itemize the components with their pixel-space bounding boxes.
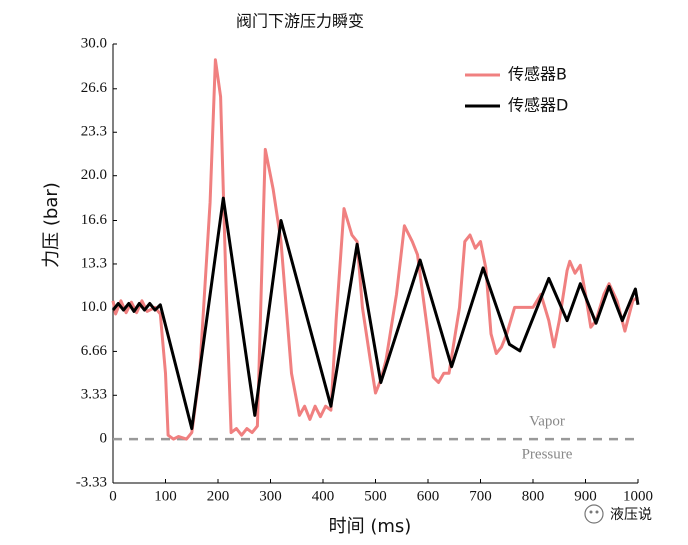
- y-tick-label: 0: [100, 431, 108, 447]
- watermark: 液压说: [610, 507, 652, 523]
- x-tick-label: 400: [312, 488, 335, 504]
- x-tick-label: 1000: [623, 488, 653, 504]
- y-tick-label: 6.66: [81, 343, 108, 359]
- chart-title: 阀门下游压力瞬变: [236, 12, 364, 31]
- x-tick-label: 600: [417, 488, 440, 504]
- legend-label: 传感器D: [508, 96, 568, 115]
- series-line: [111, 196, 640, 431]
- x-tick-label: 100: [154, 488, 177, 504]
- y-tick-label: 10.0: [81, 299, 107, 315]
- x-tick-label: 700: [469, 488, 492, 504]
- y-tick-label: 20.0: [81, 167, 107, 183]
- reference-label: Pressure: [522, 447, 573, 463]
- y-tick-label: 26.6: [81, 80, 108, 96]
- reference-label: Vapor: [529, 414, 565, 430]
- y-tick-label: 30.0: [81, 35, 107, 51]
- watermark-icon: [584, 504, 604, 524]
- y-tick-label: 13.3: [81, 255, 107, 271]
- x-tick-label: 300: [259, 488, 282, 504]
- y-tick-label: 3.33: [81, 387, 107, 403]
- legend-label: 传感器B: [508, 65, 567, 84]
- x-tick-label: 900: [574, 488, 597, 504]
- x-tick-label: 500: [364, 488, 387, 504]
- x-tick-label: 200: [207, 488, 230, 504]
- x-axis-label: 时间 (ms): [329, 516, 412, 537]
- y-tick-label: -3.33: [76, 474, 107, 490]
- x-tick-label: 800: [522, 488, 545, 504]
- y-axis-label: 力压 (bar): [41, 182, 62, 268]
- y-tick-label: 23.3: [81, 124, 107, 140]
- y-tick-label: 16.6: [81, 212, 108, 228]
- series-line: [111, 58, 639, 441]
- x-tick-label: 0: [109, 488, 117, 504]
